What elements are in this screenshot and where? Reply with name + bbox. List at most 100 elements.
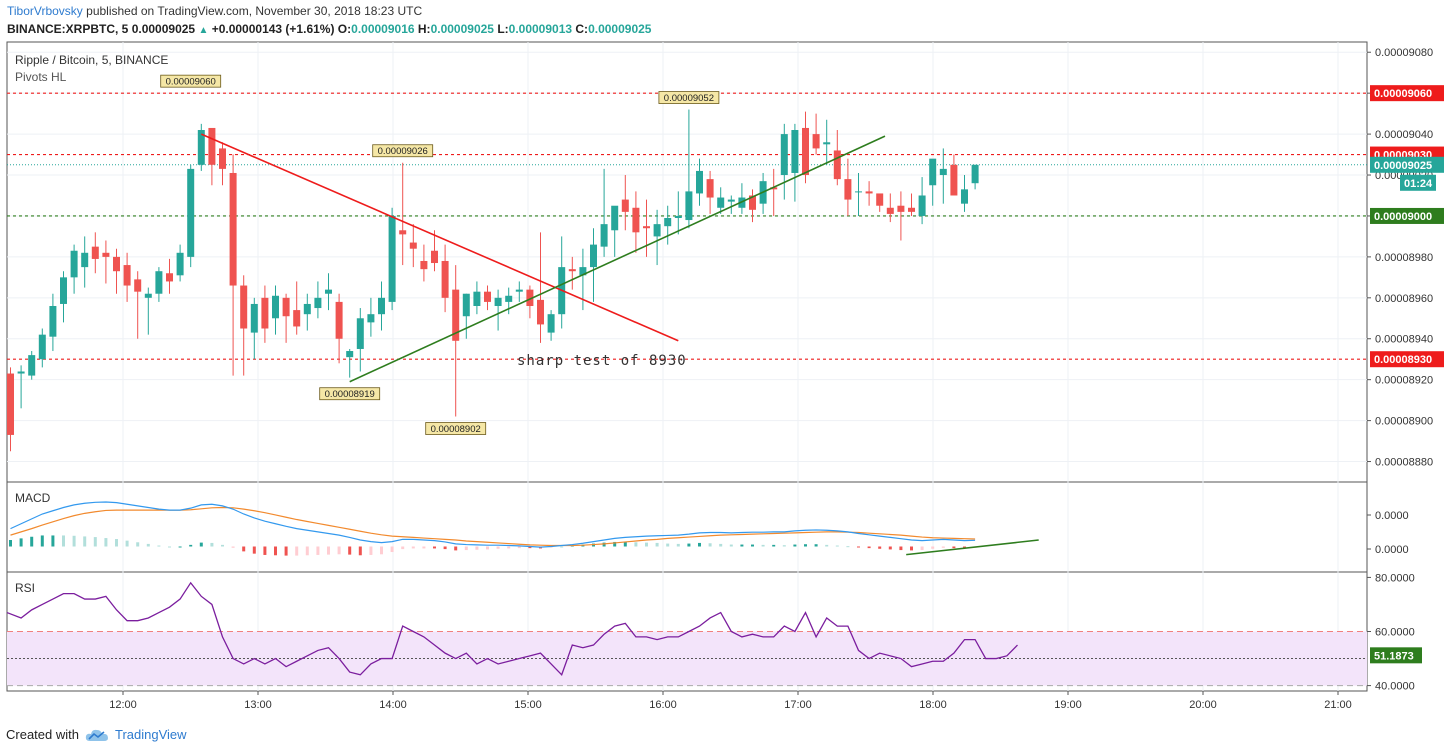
candle-body <box>908 207 915 212</box>
candle-body <box>939 168 947 176</box>
candle-body <box>272 295 279 319</box>
macd-histogram-bar <box>263 546 267 555</box>
level-price-label: 0.00009060 <box>1374 88 1432 100</box>
macd-histogram-bar <box>941 546 945 548</box>
chart-canvas[interactable]: 12:00 13:00 14:00 15:00 16:00 17:00 18:00 19:00… <box>0 0 1444 722</box>
macd-histogram-bar <box>125 540 129 547</box>
macd-histogram-bar <box>316 546 320 555</box>
macd-histogram-bar <box>231 546 235 548</box>
trendline <box>200 133 679 342</box>
pivot-label-box <box>319 387 381 401</box>
candle-body <box>664 218 672 227</box>
tradingview-link[interactable]: TradingView <box>114 727 187 742</box>
macd-histogram-bar <box>910 546 913 551</box>
pivot-label: 0.00009060 <box>166 77 216 88</box>
candle-body <box>325 289 332 294</box>
candle-body <box>91 246 99 259</box>
x-tick-label: 16:00 <box>649 699 677 711</box>
pivot-label-box <box>425 422 487 435</box>
candle-body <box>399 230 407 235</box>
macd-histogram-bar <box>920 546 924 551</box>
candle-body <box>155 271 163 294</box>
rsi-y-tick-label: 80.0000 <box>1375 572 1415 584</box>
candle-body <box>696 170 703 194</box>
macd-histogram-bar <box>719 543 723 547</box>
macd-histogram-bar <box>517 546 521 549</box>
macd-histogram-bar <box>846 546 850 548</box>
macd-histogram-bar <box>528 546 532 549</box>
pivot-label: 0.00009052 <box>664 93 714 104</box>
macd-histogram-bar <box>454 546 458 551</box>
level-price-label: 0.00008930 <box>1374 354 1432 366</box>
level-price-tag <box>1370 207 1444 224</box>
x-tick-label: 12:00 <box>109 699 137 711</box>
macd-histogram-bar <box>464 546 468 551</box>
y-tick-label: 0.00008880 <box>1375 457 1433 469</box>
candle-body <box>600 224 608 247</box>
candle-body <box>855 191 862 193</box>
macd-histogram-bar <box>178 546 182 548</box>
high-label: H: <box>417 22 431 36</box>
macd-histogram-bar <box>676 543 680 547</box>
macd-histogram-bar <box>284 546 288 556</box>
macd-histogram-bar <box>835 545 839 547</box>
candle-body <box>621 199 629 212</box>
macd-histogram-bar <box>358 546 362 556</box>
candle-body <box>717 197 725 208</box>
candle-body <box>462 293 470 317</box>
candle-body <box>335 301 343 339</box>
change-value: +0.00000143 (+1.61%) <box>211 22 335 36</box>
macd-histogram-bar <box>93 537 97 547</box>
x-tick-label: 21:00 <box>1324 699 1352 711</box>
candle-body <box>81 252 89 268</box>
candle-body <box>865 191 873 194</box>
candle-body <box>823 142 831 145</box>
macd-histogram-bar <box>327 546 330 555</box>
candle-body <box>844 179 852 200</box>
candle-body <box>929 158 937 186</box>
macd-histogram-bar <box>878 546 882 549</box>
macd-histogram-bar <box>740 544 744 547</box>
candle-body <box>505 295 513 302</box>
candle-body <box>653 224 661 237</box>
x-tick-label: 15:00 <box>514 699 542 711</box>
candle-body <box>356 318 364 349</box>
author-link[interactable]: TiborVrbovsky <box>7 4 83 18</box>
candle-body <box>176 252 184 276</box>
candle-body <box>261 297 269 329</box>
candle-body <box>113 256 120 272</box>
macd-histogram-bar <box>168 546 171 548</box>
macd-histogram-bar <box>560 546 564 548</box>
candle-body <box>473 291 481 306</box>
candle-body <box>219 148 226 169</box>
publish-info: TiborVrbovsky published on TradingView.c… <box>7 4 422 18</box>
candle-body <box>590 244 597 268</box>
macd-y-tick-label: 0.0000 <box>1375 544 1409 556</box>
candle-body <box>547 314 555 333</box>
candle-body <box>367 314 375 323</box>
macd-histogram-bar <box>221 544 224 547</box>
macd-histogram-bar <box>83 536 87 547</box>
candle-body <box>378 297 385 315</box>
pivot-label-box <box>372 144 434 158</box>
pivot-label: 0.00008902 <box>431 424 481 435</box>
y-tick-label: 0.00008960 <box>1375 293 1433 305</box>
low-value: 0.00009013 <box>508 22 573 36</box>
candle-body <box>431 250 438 264</box>
candle-body <box>526 289 534 306</box>
level-price-tag <box>1370 351 1444 368</box>
macd-histogram-bar <box>337 546 341 555</box>
candle-body <box>802 127 809 176</box>
candle-body <box>643 226 650 229</box>
macd-line <box>10 501 976 548</box>
macd-histogram-bar <box>380 546 383 555</box>
level-price-tag <box>1370 85 1444 102</box>
symbol-label: BINANCE:XRPBTC, 5 <box>7 22 129 36</box>
macd-histogram-bar <box>867 546 871 549</box>
indicator-label: Pivots HL <box>15 70 67 84</box>
macd-histogram-bar <box>708 543 712 547</box>
created-with-label: Created with <box>6 727 79 742</box>
candle-body <box>897 205 905 212</box>
macd-histogram-bar <box>475 546 479 550</box>
x-tick-label: 14:00 <box>379 699 407 711</box>
